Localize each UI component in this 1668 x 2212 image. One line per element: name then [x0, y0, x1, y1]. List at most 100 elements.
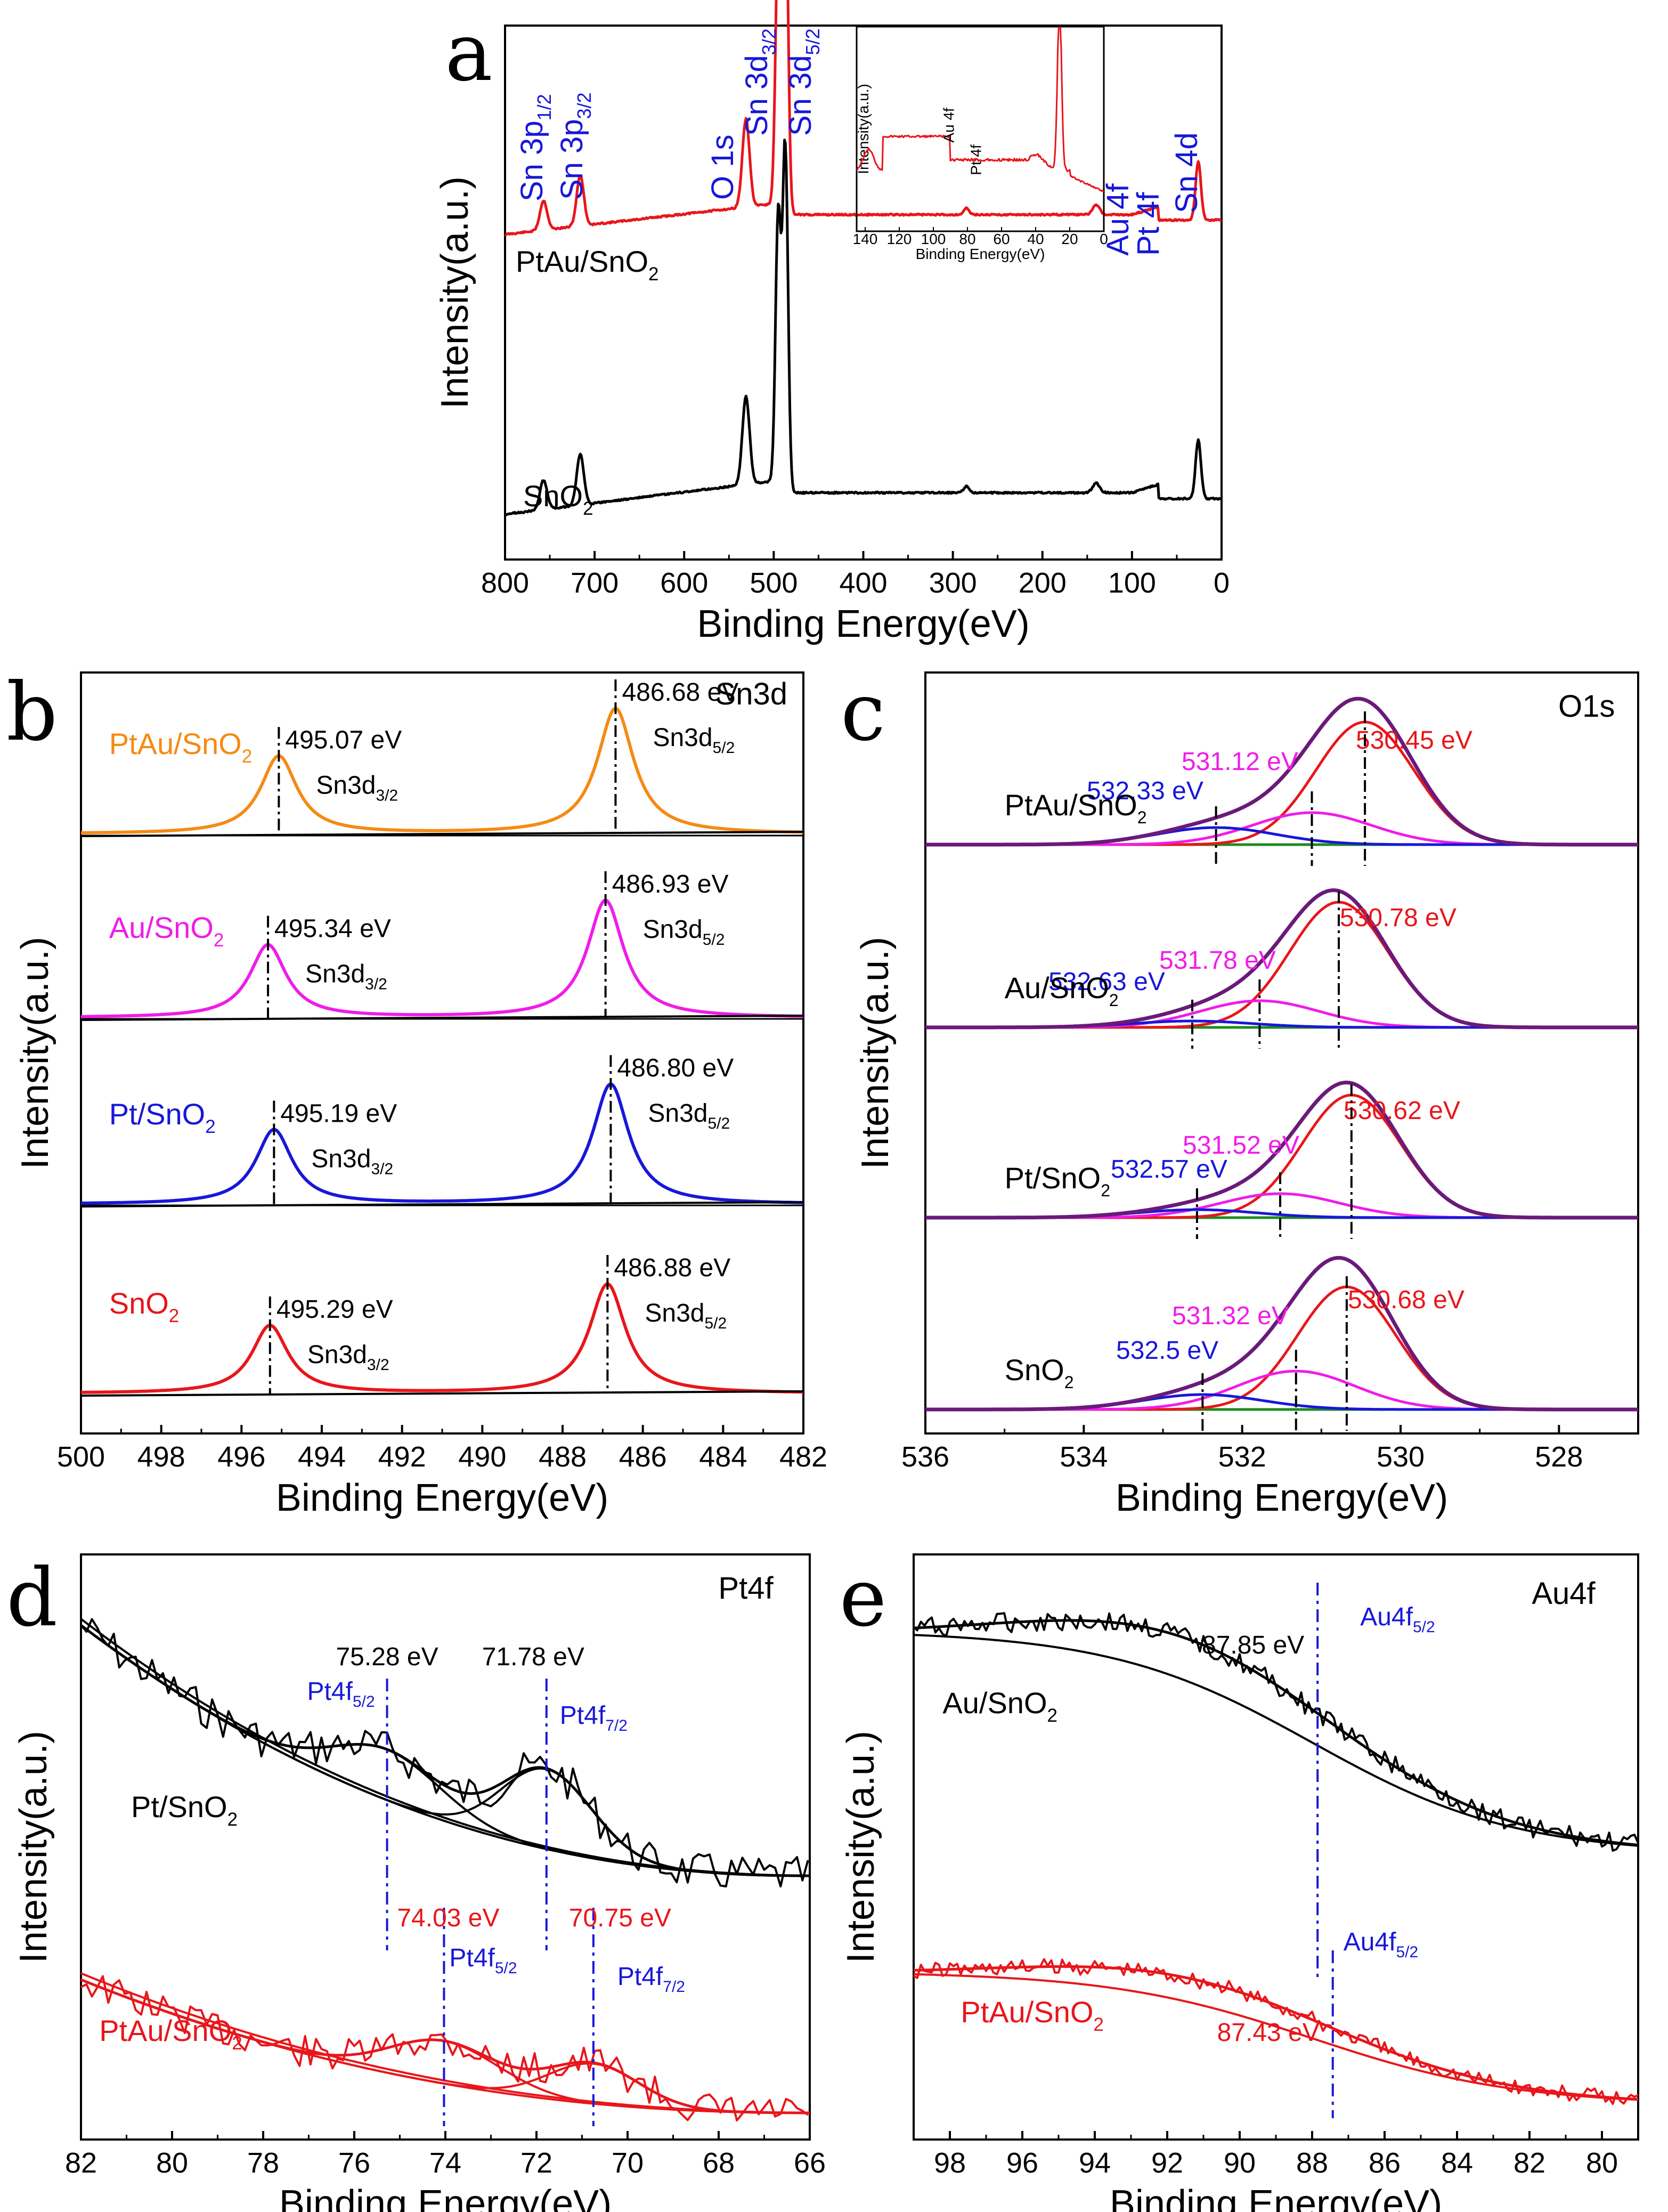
plot-frame [80, 1553, 811, 2141]
y-axis-title: Intensity(a.u.) [12, 1731, 55, 1963]
x-tick-label: 532 [1218, 1441, 1266, 1473]
peak-assignment: Sn3d3/2 [307, 1341, 389, 1374]
peak-assignment: Sn3d5/2 [648, 1099, 730, 1132]
peak-value-label: 495.34 eV [274, 915, 391, 943]
component-value-label: 531.12 eV [1182, 748, 1298, 776]
x-tick-label: 98 [934, 2147, 966, 2179]
component-line [925, 720, 1638, 846]
x-tick-label: 74 [429, 2147, 461, 2179]
corner-label: O1s [1558, 689, 1615, 724]
x-axis-title: Binding Energy(eV) [1116, 1477, 1448, 1519]
x-tick-label: 482 [779, 1441, 827, 1473]
x-tick-label: 72 [520, 2147, 552, 2179]
corner-label: Pt4f [718, 1571, 774, 1606]
peak-assignment: Sn3d5/2 [653, 724, 735, 757]
series-line-sno2 [504, 139, 1222, 516]
x-tick-label: 82 [1514, 2147, 1545, 2179]
x-tick-label: 96 [1006, 2147, 1038, 2179]
series-label: PtAu/SnO2 [961, 1995, 1103, 2035]
series-label: Pt/SnO2 [109, 1097, 216, 1137]
inset-tick-label: 20 [1061, 231, 1078, 247]
peak-assignment: Pt4f7/2 [560, 1701, 628, 1735]
inset-annotation: Au 4f [940, 108, 957, 143]
panel-letter: a [445, 6, 492, 99]
x-tick-label: 534 [1060, 1441, 1108, 1473]
x-tick-label: 100 [1108, 567, 1156, 599]
x-tick-label: 80 [1586, 2147, 1618, 2179]
component-value-label: 530.45 eV [1356, 726, 1472, 755]
x-tick-label: 492 [378, 1441, 426, 1473]
peak-label: Sn 3d5/2 [783, 28, 824, 136]
component-value-label: 532.57 eV [1111, 1155, 1227, 1184]
x-tick-label: 80 [156, 2147, 188, 2179]
x-tick-label: 70 [612, 2147, 644, 2179]
peak-assignment: Pt4f5/2 [449, 1944, 517, 1977]
x-tick-label: 500 [57, 1441, 105, 1473]
series-label: Au/SnO2 [109, 911, 224, 951]
peak-assignment: Sn3d3/2 [305, 960, 387, 993]
inset-tick-label: 40 [1027, 231, 1044, 247]
x-tick-label: 88 [1296, 2147, 1328, 2179]
peak-assignment: Sn3d3/2 [316, 771, 398, 804]
series-label: PtAu/SnO2 [1005, 788, 1147, 827]
component-line [925, 999, 1638, 1029]
raw-line-ptau-sno2 [80, 1975, 809, 2122]
peak-label: Pt 4f [1131, 192, 1166, 256]
component-line [80, 1624, 810, 1877]
envelope-line [925, 888, 1639, 1030]
x-axis-title: Binding Energy(eV) [1110, 2183, 1442, 2212]
peak-label: Sn 3p3/2 [555, 92, 595, 200]
component-value-label: 531.52 eV [1183, 1131, 1299, 1160]
peak-value-label: 71.78 eV [482, 1643, 584, 1671]
x-tick-label: 200 [1019, 567, 1067, 599]
x-tick-label: 300 [929, 567, 977, 599]
x-tick-label: 90 [1224, 2147, 1256, 2179]
series-label: PtAu/SnO2 [99, 2014, 242, 2054]
component-line [925, 1393, 1638, 1411]
background-line [80, 1390, 804, 1397]
x-tick-label: 494 [298, 1441, 346, 1473]
component-line [925, 901, 1638, 1029]
panel-letter: b [6, 666, 58, 759]
series-line [80, 1082, 804, 1205]
raw-line-pt-sno2 [80, 1618, 809, 1887]
y-axis-title: Intensity(a.u.) [434, 176, 476, 409]
plot-frame [924, 671, 1639, 1435]
component-value-label: 532.63 eV [1048, 968, 1165, 996]
series-label-ptau-sno2: PtAu/SnO2 [516, 245, 659, 285]
peak-value-label: 495.07 eV [285, 726, 402, 754]
inset-tick-label: 80 [959, 231, 975, 247]
x-axis-title: Binding Energy(eV) [276, 1477, 608, 1519]
inset: 140 120 100 80 60 40 20 0 Binding Energy(eV) Inte… [853, 26, 1108, 262]
peak-assignment: Sn3d3/2 [311, 1145, 393, 1178]
inset-tick-label: 140 [853, 231, 878, 247]
peak-assignment: Sn3d5/2 [643, 915, 725, 949]
peak-value-label: 74.03 eV [397, 1904, 499, 1932]
inset-y-title: Intensity(a.u.) [855, 84, 872, 174]
x-axis-title: Binding Energy(eV) [697, 603, 1029, 645]
peak-value-label: 486.80 eV [617, 1054, 734, 1082]
peak-value-label: 87.43 eV [1217, 2019, 1320, 2047]
x-tick-label: 86 [1369, 2147, 1401, 2179]
x-tick-label: 600 [660, 567, 708, 599]
background-line [80, 1015, 804, 1021]
raw-line-au-sno2 [913, 1612, 1639, 1852]
x-tick-label: 496 [217, 1441, 265, 1473]
component-value-label: 530.78 eV [1340, 904, 1457, 932]
component-line [925, 826, 1638, 846]
series-label: Pt/SnO2 [1005, 1161, 1110, 1200]
panel-letter: e [840, 1552, 887, 1644]
x-tick-label: 92 [1151, 2147, 1183, 2179]
x-tick-label: 536 [901, 1441, 949, 1473]
peak-assignment: Sn3d5/2 [645, 1299, 727, 1332]
corner-label: Sn3d [715, 677, 787, 711]
peak-label: Sn 3d3/2 [739, 28, 780, 136]
panel-letter: d [6, 1552, 58, 1644]
x-tick-label: 0 [1214, 567, 1230, 599]
inset-x-title: Binding Energy(eV) [916, 246, 1045, 262]
peak-assignment: Pt4f7/2 [617, 1963, 685, 1996]
inset-tick-label: 60 [993, 231, 1010, 247]
peak-value-label: 70.75 eV [569, 1904, 671, 1932]
